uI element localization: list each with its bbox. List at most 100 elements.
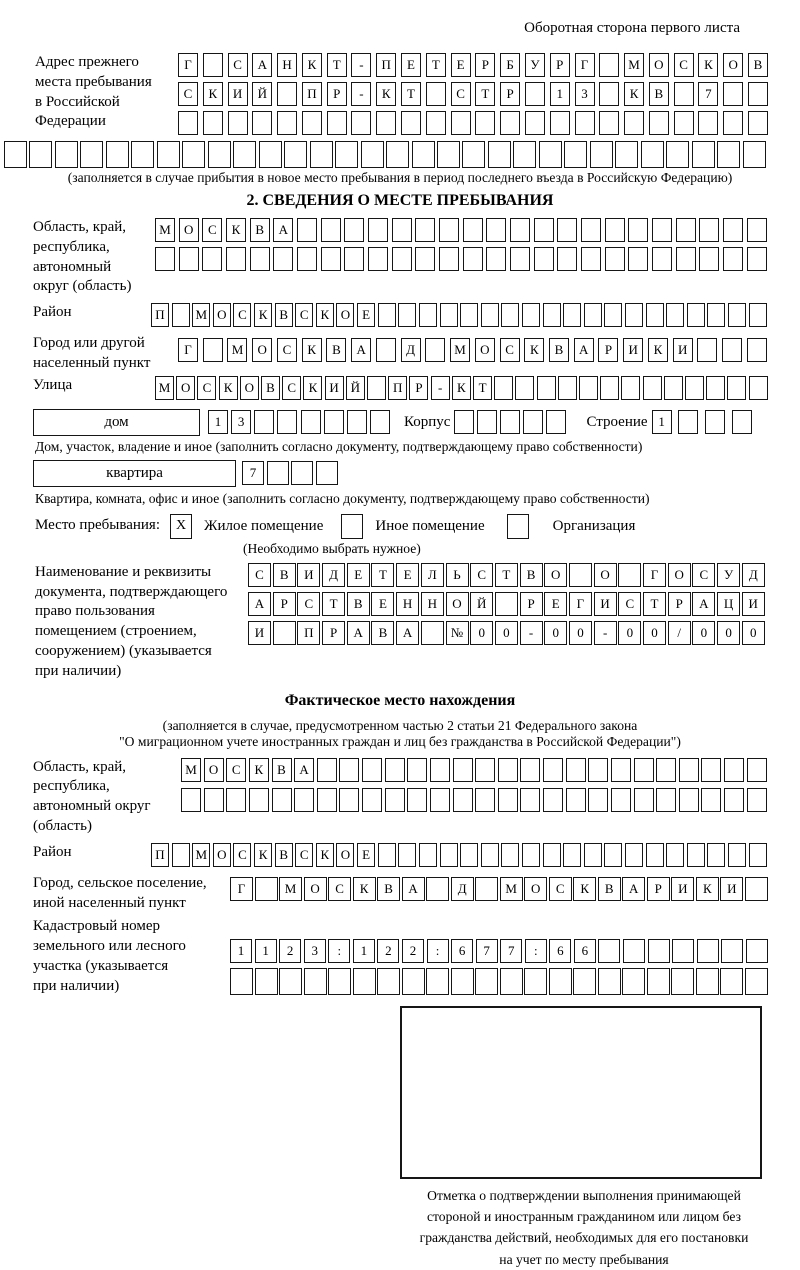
- char-cell[interactable]: Р: [409, 375, 429, 400]
- char-cell[interactable]: [628, 218, 649, 242]
- char-cell[interactable]: [698, 111, 719, 135]
- char-cell[interactable]: О: [445, 591, 469, 616]
- char-cell[interactable]: [425, 82, 446, 106]
- char-cell[interactable]: О: [239, 375, 259, 400]
- char-cell[interactable]: А: [346, 620, 370, 645]
- char-cell[interactable]: [418, 303, 437, 328]
- char-cell[interactable]: [384, 787, 405, 812]
- char-cell[interactable]: :: [524, 939, 547, 964]
- char-cell[interactable]: [598, 939, 621, 964]
- char-cell[interactable]: Д: [322, 562, 346, 587]
- char-cell[interactable]: [277, 82, 298, 106]
- char-cell[interactable]: Т: [425, 53, 446, 77]
- char-cell[interactable]: С: [450, 82, 471, 106]
- char-cell[interactable]: А: [401, 876, 425, 901]
- char-cell[interactable]: 6: [573, 939, 596, 964]
- char-cell[interactable]: М: [279, 876, 303, 901]
- char-cell[interactable]: [746, 247, 767, 271]
- char-cell[interactable]: [207, 141, 231, 168]
- char-cell[interactable]: К: [376, 82, 397, 106]
- char-cell[interactable]: -: [430, 375, 450, 400]
- char-cell[interactable]: О: [336, 842, 355, 867]
- char-cell[interactable]: [182, 141, 206, 168]
- char-cell[interactable]: М: [624, 53, 645, 77]
- char-cell[interactable]: [316, 757, 337, 782]
- char-cell[interactable]: [171, 842, 190, 867]
- char-cell[interactable]: Г: [230, 876, 253, 901]
- char-cell[interactable]: [460, 303, 479, 328]
- char-cell[interactable]: [666, 842, 685, 867]
- char-cell[interactable]: [344, 218, 365, 242]
- char-cell[interactable]: [439, 218, 460, 242]
- char-cell[interactable]: О: [176, 375, 196, 400]
- char-cell[interactable]: [300, 410, 321, 435]
- char-cell[interactable]: [377, 842, 396, 867]
- char-cell[interactable]: [462, 218, 483, 242]
- char-cell[interactable]: Н: [396, 591, 420, 616]
- char-cell[interactable]: [524, 82, 545, 106]
- char-cell[interactable]: К: [315, 842, 334, 867]
- char-cell[interactable]: [520, 757, 541, 782]
- char-cell[interactable]: К: [573, 876, 597, 901]
- char-cell[interactable]: [600, 375, 620, 400]
- char-cell[interactable]: [339, 787, 360, 812]
- char-cell[interactable]: [647, 939, 670, 964]
- char-cell[interactable]: [701, 787, 722, 812]
- char-cell[interactable]: У: [524, 53, 545, 77]
- char-cell[interactable]: [542, 842, 561, 867]
- char-cell[interactable]: [583, 842, 602, 867]
- char-cell[interactable]: [377, 968, 401, 996]
- char-cell[interactable]: [723, 247, 744, 271]
- char-cell[interactable]: [699, 218, 720, 242]
- char-cell[interactable]: Е: [544, 591, 568, 616]
- char-cell[interactable]: [360, 141, 384, 168]
- char-cell[interactable]: [368, 247, 389, 271]
- char-cell[interactable]: [565, 787, 586, 812]
- char-cell[interactable]: [599, 111, 620, 135]
- char-cell[interactable]: [513, 141, 537, 168]
- char-cell[interactable]: [4, 141, 27, 168]
- char-cell[interactable]: 2: [279, 939, 302, 964]
- char-cell[interactable]: С: [233, 303, 252, 328]
- char-cell[interactable]: [291, 461, 314, 486]
- char-cell[interactable]: М: [499, 876, 523, 901]
- char-cell[interactable]: [181, 787, 201, 812]
- char-cell[interactable]: [377, 303, 396, 328]
- char-cell[interactable]: [728, 842, 747, 867]
- char-cell[interactable]: [401, 968, 425, 996]
- char-cell[interactable]: О: [667, 562, 691, 587]
- char-cell[interactable]: 6: [451, 939, 474, 964]
- char-cell[interactable]: [233, 141, 257, 168]
- char-cell[interactable]: 7: [475, 939, 498, 964]
- char-cell[interactable]: [557, 375, 577, 400]
- char-cell[interactable]: [401, 111, 422, 135]
- char-cell[interactable]: №: [445, 620, 469, 645]
- char-cell[interactable]: В: [371, 620, 395, 645]
- char-cell[interactable]: [475, 757, 496, 782]
- char-cell[interactable]: [326, 111, 347, 135]
- char-cell[interactable]: [420, 620, 444, 645]
- char-cell[interactable]: [599, 82, 620, 106]
- char-cell[interactable]: [254, 968, 278, 996]
- char-cell[interactable]: Т: [643, 591, 666, 616]
- char-cell[interactable]: Р: [667, 591, 691, 616]
- char-cell[interactable]: [610, 757, 631, 782]
- char-cell[interactable]: Й: [345, 375, 365, 400]
- char-cell[interactable]: [646, 968, 670, 996]
- char-cell[interactable]: [501, 842, 520, 867]
- char-cell[interactable]: [277, 111, 298, 135]
- char-cell[interactable]: В: [326, 338, 347, 363]
- char-cell[interactable]: С: [692, 562, 716, 587]
- char-cell[interactable]: [678, 410, 699, 435]
- char-cell[interactable]: 7: [500, 939, 523, 964]
- char-cell[interactable]: [203, 787, 224, 812]
- char-cell[interactable]: [746, 757, 767, 782]
- char-cell[interactable]: Е: [371, 591, 395, 616]
- char-cell[interactable]: [645, 842, 664, 867]
- char-cell[interactable]: [747, 82, 768, 106]
- char-cell[interactable]: [323, 410, 344, 435]
- char-cell[interactable]: В: [597, 876, 621, 901]
- char-cell[interactable]: [425, 111, 446, 135]
- char-cell[interactable]: Т: [371, 562, 395, 587]
- char-cell[interactable]: [475, 876, 499, 901]
